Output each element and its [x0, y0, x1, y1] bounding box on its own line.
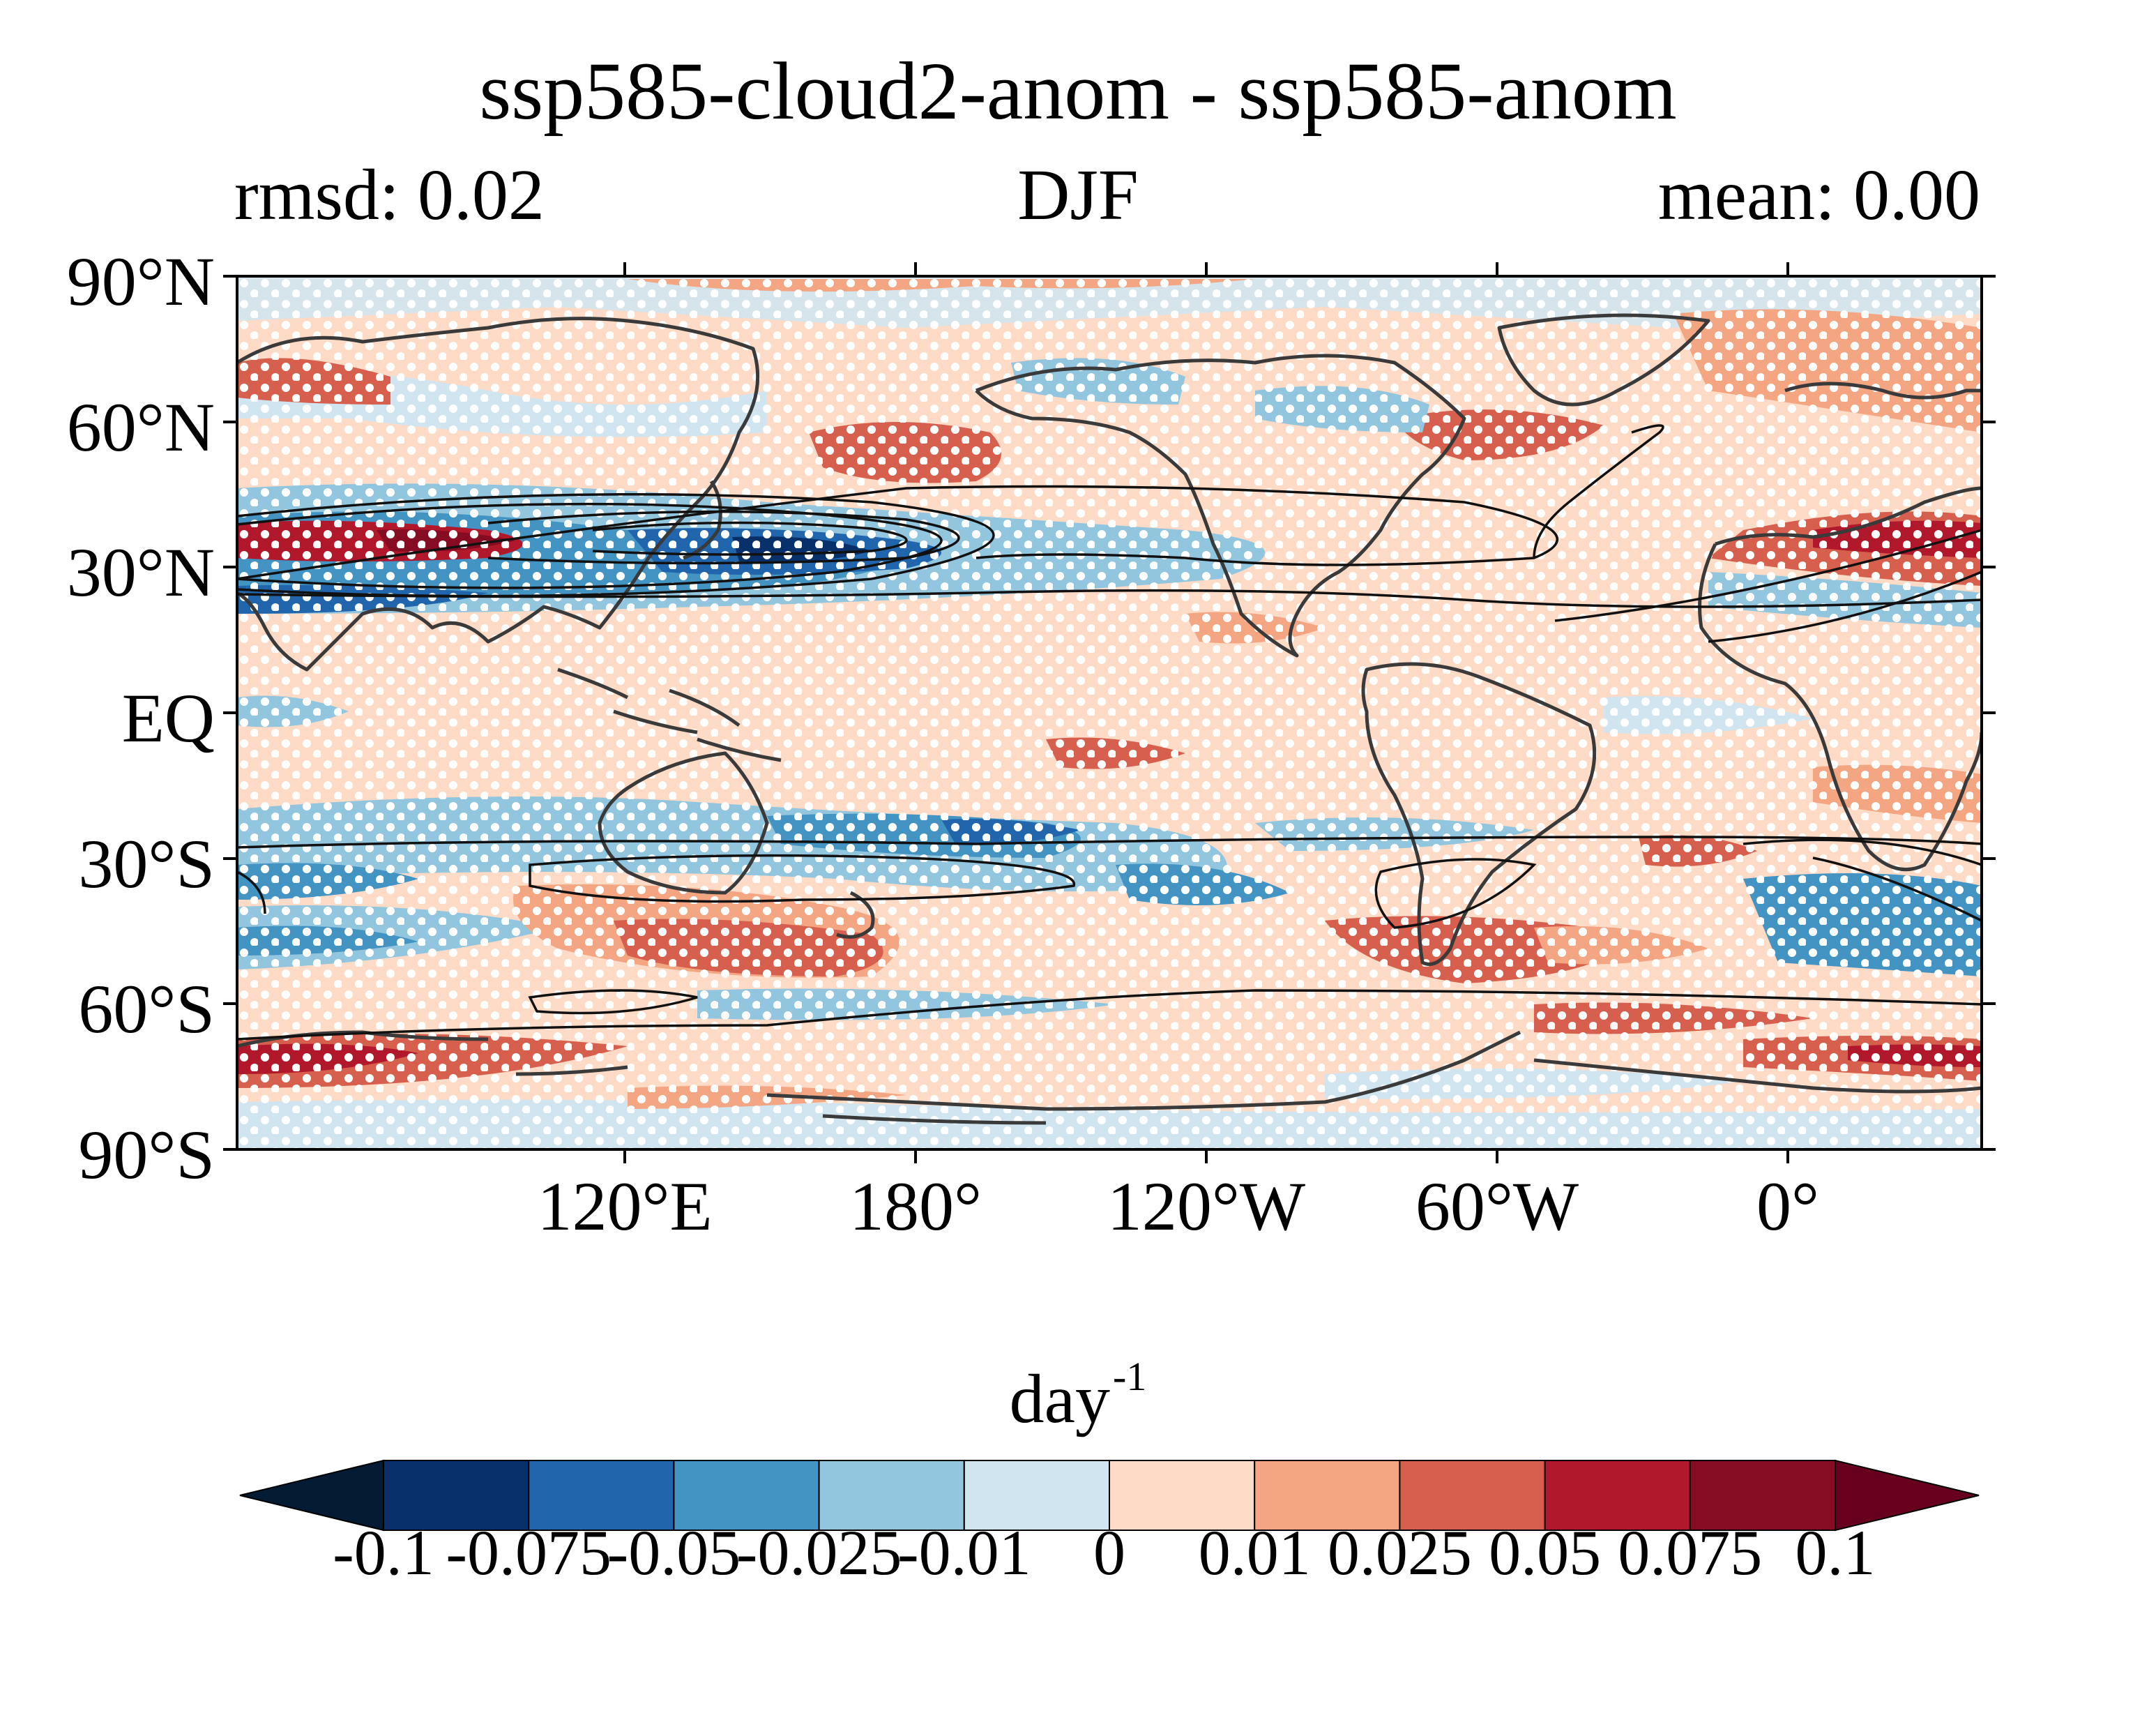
contour-line	[592, 521, 908, 556]
lat-label-30s: 30°S	[78, 825, 215, 903]
lat-label-90s: 90°S	[78, 1116, 215, 1193]
colorbar	[239, 1459, 1980, 1532]
unit-base: day	[1009, 1360, 1111, 1437]
colorbar-segment	[1689, 1460, 1837, 1531]
map-area	[237, 276, 1982, 1149]
coastline-south-america	[1361, 662, 1597, 966]
coastline-australia	[598, 751, 769, 895]
coastline-maritime-continent	[557, 667, 782, 762]
colorbar-tick-label: 0.01	[1198, 1517, 1311, 1588]
contour-line	[237, 589, 1982, 608]
colorbar-tick-label: 0.075	[1618, 1517, 1763, 1588]
lon-label-0: 0°	[1756, 1168, 1819, 1245]
colorbar-tick-label: 0	[1093, 1517, 1125, 1588]
colorbar-segment	[963, 1460, 1111, 1531]
lon-label-120w: 120°W	[1107, 1168, 1306, 1245]
colorbar-segment	[383, 1460, 530, 1531]
contour-line	[237, 836, 1982, 849]
colorbar-segment	[1254, 1460, 1401, 1531]
lat-label-30n: 30°N	[66, 534, 215, 611]
coastline-greenland	[1497, 313, 1710, 407]
colorbar-tick-label: -0.075	[446, 1517, 612, 1588]
unit-exponent: -1	[1113, 1354, 1147, 1399]
colorbar-segment	[1544, 1460, 1691, 1531]
contour-line	[237, 989, 1982, 1041]
colorbar-segment	[818, 1460, 965, 1531]
contour-line	[1533, 424, 1664, 559]
contour-line	[1554, 529, 1982, 622]
contour-line	[237, 870, 266, 914]
lon-label-180: 180°	[849, 1168, 982, 1245]
contour-line	[529, 854, 1076, 903]
plot-title: ssp585-cloud2-anom - ssp585-anom	[479, 45, 1677, 137]
colorbar-unit-label: day-1	[0, 1353, 2156, 1439]
contour-line	[237, 485, 1558, 580]
contour-line	[1708, 571, 1982, 643]
axis-ticks	[223, 262, 1996, 1163]
colorbar-tick-label: -0.05	[607, 1517, 741, 1588]
coastline-africa-europe	[1698, 382, 1982, 872]
colorbar-segment	[1109, 1460, 1256, 1531]
mean-label: mean: 0.00	[1657, 155, 1980, 235]
lat-label-60n: 60°N	[66, 388, 215, 466]
contour-line	[528, 989, 698, 1015]
contour-line	[1743, 838, 1982, 922]
season-label: DJF	[1017, 155, 1139, 235]
significance-stippling	[237, 276, 1982, 1149]
lat-label-90n: 90°N	[66, 243, 215, 320]
contour-line	[237, 502, 943, 589]
lat-label-60s: 60°S	[78, 970, 215, 1048]
lat-label-eq: EQ	[121, 679, 215, 757]
colorbar-tick-label: -0.01	[897, 1517, 1031, 1588]
coastline-north-america	[975, 354, 1466, 658]
colorbar-segment	[673, 1460, 820, 1531]
contour-line	[487, 510, 960, 565]
contour-line	[1374, 858, 1537, 929]
colorbar-tick-label: -0.025	[736, 1517, 902, 1588]
lon-label-120e: 120°E	[537, 1168, 713, 1245]
coastline-eurasia-east	[237, 317, 760, 672]
coastline-new-zealand	[836, 891, 875, 939]
colorbar-tick-label: -0.1	[333, 1517, 434, 1588]
colorbar-tick-label: 0.05	[1489, 1517, 1602, 1588]
colorbar-tick-label: 0.025	[1327, 1517, 1472, 1588]
contour-lines	[237, 424, 1982, 1041]
lon-label-60w: 60°W	[1415, 1168, 1579, 1245]
rmsd-label: rmsd: 0.02	[234, 155, 545, 235]
colorbar-tick-label: 0.1	[1795, 1517, 1876, 1588]
colorbar-segment	[528, 1460, 675, 1531]
colorbar-segment	[1399, 1460, 1546, 1531]
